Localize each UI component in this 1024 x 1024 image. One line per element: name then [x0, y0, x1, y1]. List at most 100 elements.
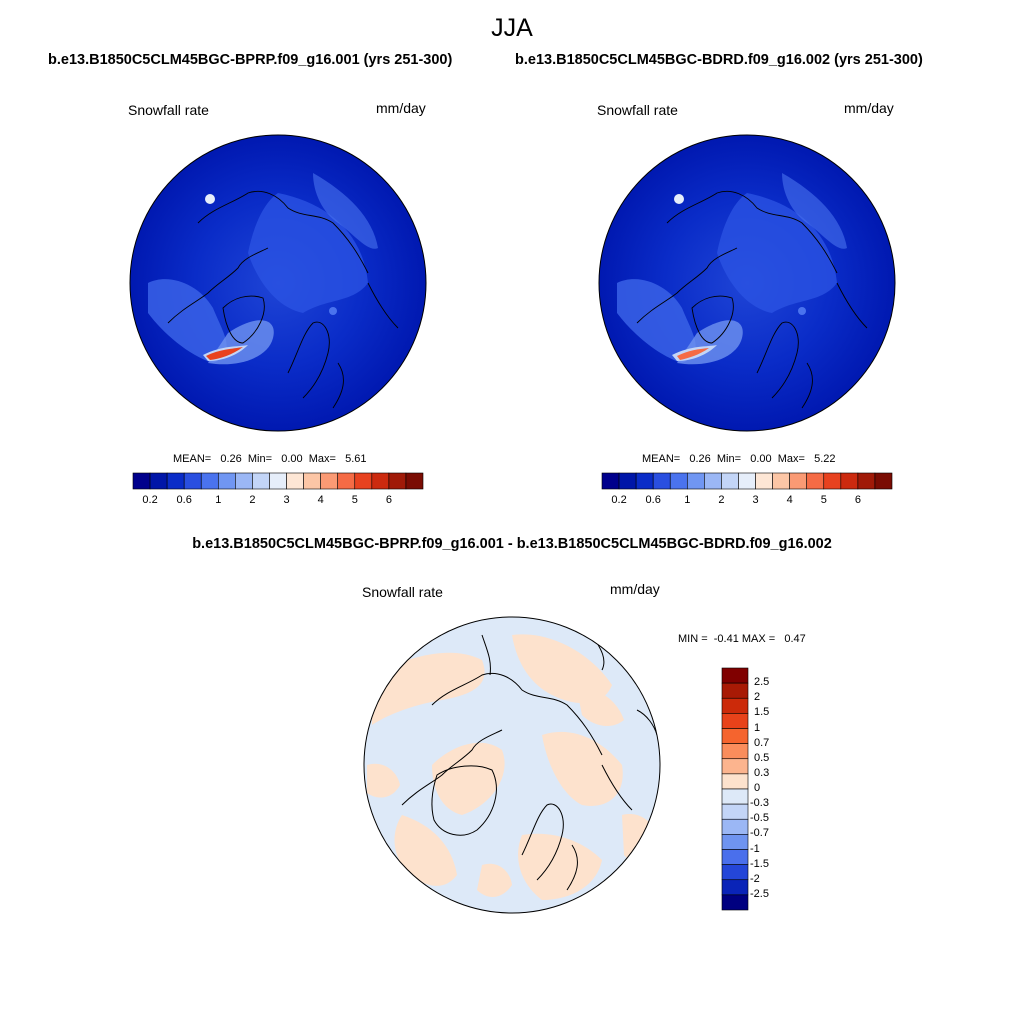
panel-1-variable-label: Snowfall rate — [128, 102, 209, 118]
colorbar-tick-label: 4 — [786, 494, 793, 506]
colorbar-tick-label: 0.7 — [754, 736, 770, 749]
panel-1-map — [129, 134, 427, 432]
colorbar-swatch — [823, 472, 842, 490]
colorbar-swatch — [721, 803, 749, 820]
colorbar-tick-label: 0.6 — [176, 494, 192, 506]
colorbar-swatch — [371, 472, 390, 490]
colorbar-tick-label: 1 — [754, 721, 761, 734]
colorbar-swatch — [772, 472, 790, 490]
colorbar-tick-label: -0.7 — [750, 827, 769, 840]
colorbar-swatch — [354, 472, 373, 490]
figure-title: JJA — [491, 14, 533, 42]
colorbar-swatch — [721, 472, 739, 490]
colorbar-swatch — [303, 472, 321, 490]
colorbar-swatch — [200, 472, 219, 490]
panel-1-colorbar-ticks: 0.2 0.6 1 2 3 4 5 6 — [133, 494, 423, 508]
panel-2-colorbar — [601, 472, 893, 490]
colorbar-swatch — [635, 472, 654, 490]
colorbar-swatch — [388, 472, 407, 490]
colorbar-swatch — [755, 472, 773, 490]
diff-case-title: b.e13.B1850C5CLM45BGC-BPRP.f09_g16.001 -… — [192, 536, 832, 552]
colorbar-tick-label: 2 — [718, 494, 725, 506]
colorbar-swatch — [806, 472, 825, 490]
colorbar-swatch — [840, 472, 859, 490]
colorbar-swatch — [721, 788, 749, 805]
colorbar-swatch — [721, 682, 749, 699]
colorbar-swatch — [217, 472, 236, 490]
colorbar-swatch — [721, 713, 749, 729]
colorbar-swatch — [132, 472, 151, 490]
panel-1-case-title: b.e13.B1850C5CLM45BGC-BPRP.f09_g16.001 (… — [48, 52, 453, 68]
panel-1-units-label: mm/day — [376, 100, 426, 116]
colorbar-swatch — [149, 472, 168, 490]
colorbar-tick-label: 6 — [385, 494, 392, 506]
colorbar-tick-label: -1.5 — [750, 857, 769, 870]
colorbar-tick-label: -1 — [750, 842, 760, 855]
colorbar-swatch — [269, 472, 287, 490]
colorbar-swatch — [183, 472, 202, 490]
colorbar-tick-label: 1.5 — [754, 706, 770, 719]
colorbar-swatch — [721, 864, 749, 881]
colorbar-swatch — [721, 834, 749, 850]
colorbar-tick-label: 1 — [684, 494, 691, 506]
colorbar-tick-label: 0 — [754, 782, 761, 794]
colorbar-swatch — [320, 472, 339, 490]
panel-2-variable-label: Snowfall rate — [597, 102, 678, 118]
colorbar-tick-label: 0.5 — [754, 751, 770, 764]
colorbar-tick-label: -0.5 — [750, 812, 769, 825]
colorbar-swatch — [704, 472, 722, 490]
colorbar-swatch — [738, 472, 756, 490]
colorbar-swatch — [286, 472, 304, 490]
colorbar-swatch — [874, 472, 893, 490]
colorbar-swatch — [721, 758, 749, 775]
colorbar-tick-label: 0.3 — [754, 766, 770, 779]
colorbar-swatch — [669, 472, 688, 490]
colorbar-swatch — [601, 472, 620, 490]
colorbar-swatch — [337, 472, 356, 490]
colorbar-swatch — [857, 472, 876, 490]
colorbar-swatch — [721, 849, 749, 865]
colorbar-swatch — [721, 894, 749, 911]
panel-2-units-label: mm/day — [844, 100, 894, 116]
colorbar-swatch — [721, 697, 749, 714]
colorbar-tick-label: 3 — [752, 494, 759, 506]
diff-colorbar-ticks: 2.5 2 1.5 1 0.7 0.5 0.3 0 -0.3 -0.5 -0.7 -1 -1.5 -2 -2… — [750, 668, 792, 910]
colorbar-swatch — [721, 879, 749, 896]
colorbar-tick-label: 2.5 — [754, 676, 770, 689]
diff-colorbar — [721, 667, 749, 911]
panel-1-colorbar — [132, 472, 424, 490]
colorbar-swatch — [789, 472, 808, 490]
colorbar-swatch — [721, 667, 749, 684]
panel-2-case-title: b.e13.B1850C5CLM45BGC-BDRD.f09_g16.002 (… — [515, 52, 923, 68]
panel-2-map — [598, 134, 896, 432]
panel-2-stats: MEAN= 0.26 Min= 0.00 Max= 5.22 — [642, 453, 836, 465]
colorbar-tick-label: 0.6 — [645, 494, 661, 506]
colorbar-tick-label: 4 — [317, 494, 324, 506]
colorbar-swatch — [405, 472, 424, 490]
panel-1-stats: MEAN= 0.26 Min= 0.00 Max= 5.61 — [173, 453, 367, 465]
colorbar-swatch — [652, 472, 671, 490]
diff-map — [363, 616, 661, 914]
colorbar-tick-label: 5 — [820, 494, 827, 506]
colorbar-swatch — [686, 472, 705, 490]
colorbar-swatch — [721, 743, 749, 760]
colorbar-tick-label: 6 — [854, 494, 861, 506]
colorbar-tick-label: 0.2 — [611, 494, 627, 506]
colorbar-swatch — [252, 472, 270, 490]
colorbar-tick-label: 2 — [754, 691, 761, 704]
diff-stats: MIN = -0.41 MAX = 0.47 — [678, 633, 806, 645]
diff-variable-label: Snowfall rate — [362, 584, 443, 600]
colorbar-tick-label: -2.5 — [750, 887, 769, 900]
colorbar-tick-label: 2 — [249, 494, 256, 506]
colorbar-tick-label: -0.3 — [750, 797, 769, 810]
diff-units-label: mm/day — [610, 581, 660, 597]
colorbar-tick-label: -2 — [750, 872, 760, 885]
colorbar-tick-label: 3 — [283, 494, 290, 506]
colorbar-tick-label: 0.2 — [142, 494, 158, 506]
colorbar-swatch — [721, 728, 749, 744]
colorbar-swatch — [618, 472, 637, 490]
colorbar-swatch — [721, 773, 749, 790]
colorbar-tick-label: 1 — [215, 494, 222, 506]
colorbar-swatch — [166, 472, 185, 490]
colorbar-tick-label: 5 — [351, 494, 358, 506]
